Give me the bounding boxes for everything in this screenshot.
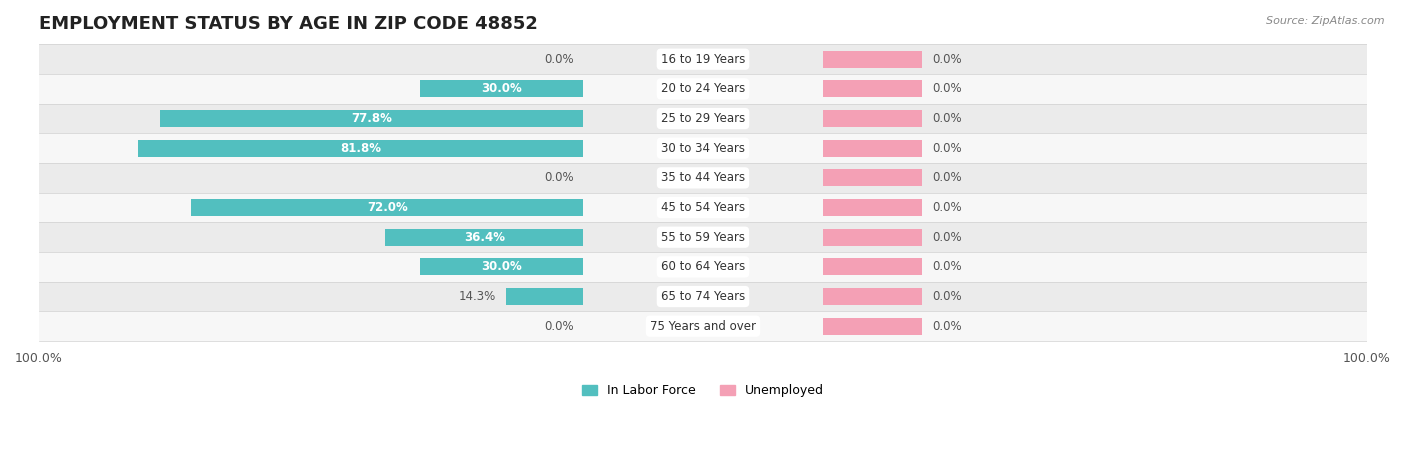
Text: 30.0%: 30.0%	[481, 261, 522, 273]
Text: 45 to 54 Years: 45 to 54 Years	[661, 201, 745, 214]
Text: 77.8%: 77.8%	[352, 112, 392, 125]
Bar	[39, 311, 1367, 341]
Text: 0.0%: 0.0%	[932, 171, 962, 184]
Legend: In Labor Force, Unemployed: In Labor Force, Unemployed	[576, 379, 830, 402]
Text: 0.0%: 0.0%	[544, 53, 574, 66]
Text: 30 to 34 Years: 30 to 34 Years	[661, 142, 745, 155]
Text: 16 to 19 Years: 16 to 19 Years	[661, 53, 745, 66]
Text: 0.0%: 0.0%	[932, 53, 962, 66]
Text: 36.4%: 36.4%	[464, 231, 505, 244]
Bar	[823, 199, 922, 216]
Bar	[420, 258, 583, 275]
Bar	[39, 104, 1367, 133]
Text: EMPLOYMENT STATUS BY AGE IN ZIP CODE 48852: EMPLOYMENT STATUS BY AGE IN ZIP CODE 488…	[39, 15, 538, 33]
Text: 0.0%: 0.0%	[932, 82, 962, 95]
Text: 30.0%: 30.0%	[481, 82, 522, 95]
Bar	[823, 288, 922, 305]
Bar	[39, 193, 1367, 222]
Text: 55 to 59 Years: 55 to 59 Years	[661, 231, 745, 244]
Bar	[39, 74, 1367, 104]
Text: 0.0%: 0.0%	[932, 231, 962, 244]
Bar	[823, 169, 922, 186]
Text: 35 to 44 Years: 35 to 44 Years	[661, 171, 745, 184]
Bar	[823, 80, 922, 98]
Text: 0.0%: 0.0%	[932, 290, 962, 303]
Bar	[160, 110, 583, 127]
Text: 75 Years and over: 75 Years and over	[650, 320, 756, 333]
Bar	[39, 163, 1367, 193]
Bar	[823, 50, 922, 68]
Bar	[39, 282, 1367, 311]
Bar	[39, 252, 1367, 282]
Text: 20 to 24 Years: 20 to 24 Years	[661, 82, 745, 95]
Text: 0.0%: 0.0%	[932, 320, 962, 333]
Bar	[39, 45, 1367, 74]
Text: 81.8%: 81.8%	[340, 142, 381, 155]
Bar	[823, 318, 922, 335]
Text: 25 to 29 Years: 25 to 29 Years	[661, 112, 745, 125]
Bar	[385, 229, 583, 246]
Text: 0.0%: 0.0%	[544, 171, 574, 184]
Bar	[506, 288, 583, 305]
Text: 65 to 74 Years: 65 to 74 Years	[661, 290, 745, 303]
Text: 0.0%: 0.0%	[544, 320, 574, 333]
Text: 0.0%: 0.0%	[932, 201, 962, 214]
Bar	[823, 229, 922, 246]
Text: 0.0%: 0.0%	[932, 261, 962, 273]
Text: 60 to 64 Years: 60 to 64 Years	[661, 261, 745, 273]
Text: 14.3%: 14.3%	[458, 290, 496, 303]
Bar	[420, 80, 583, 98]
Text: 0.0%: 0.0%	[932, 142, 962, 155]
Text: Source: ZipAtlas.com: Source: ZipAtlas.com	[1267, 16, 1385, 26]
Bar	[39, 222, 1367, 252]
Text: 0.0%: 0.0%	[932, 112, 962, 125]
Bar	[823, 140, 922, 157]
Bar	[39, 133, 1367, 163]
Text: 72.0%: 72.0%	[367, 201, 408, 214]
Bar	[191, 199, 583, 216]
Bar	[823, 258, 922, 275]
Bar	[138, 140, 583, 157]
Bar	[823, 110, 922, 127]
